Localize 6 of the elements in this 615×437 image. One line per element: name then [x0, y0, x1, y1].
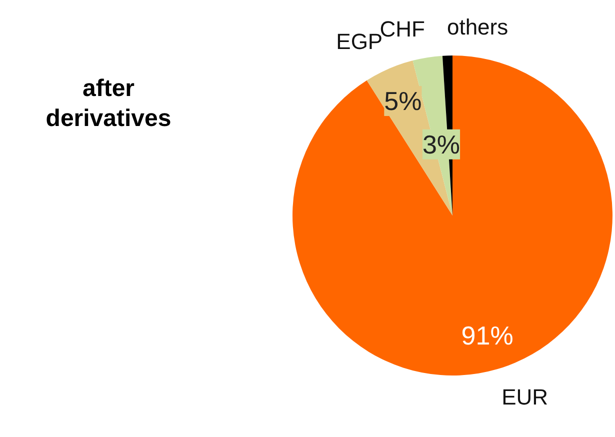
data-label: 91% [461, 320, 514, 350]
data-label: 3% [422, 129, 460, 160]
slice-label: others [446, 14, 508, 40]
text: after derivatives [46, 75, 172, 132]
data-label: 5% [384, 86, 422, 116]
slice-label: EUR [502, 384, 548, 410]
